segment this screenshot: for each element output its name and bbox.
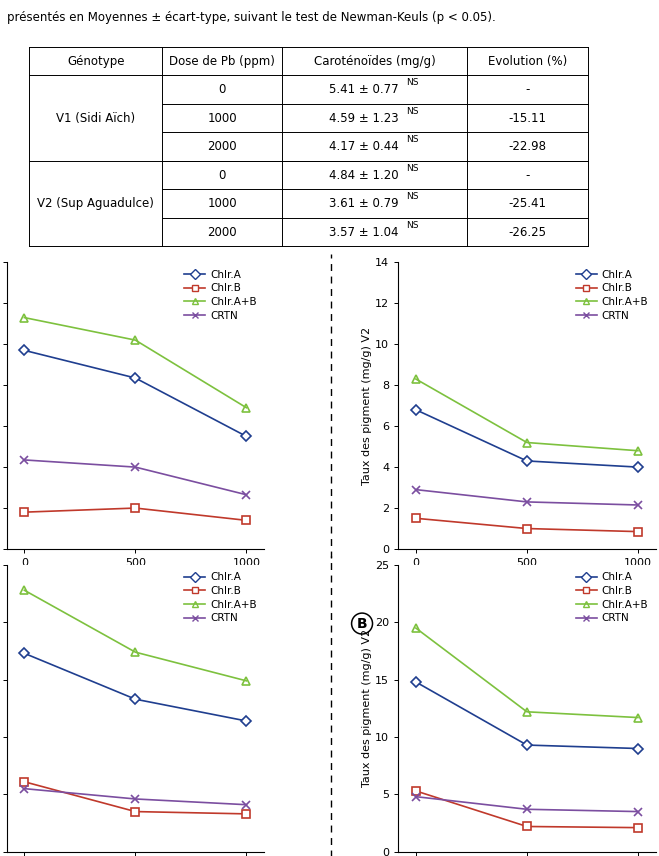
Legend: Chlr.A, Chlr.B, Chlr.A+B, CRTN: Chlr.A, Chlr.B, Chlr.A+B, CRTN <box>182 268 259 323</box>
Text: 2000: 2000 <box>208 226 237 239</box>
Text: Génotype: Génotype <box>67 55 125 68</box>
Text: Caroténoïdes (mg/g): Caroténoïdes (mg/g) <box>314 55 436 68</box>
Text: Evolution (%): Evolution (%) <box>488 55 567 68</box>
X-axis label: Pb(ppm): Pb(ppm) <box>109 569 162 582</box>
Text: 3.57 ± 1.04: 3.57 ± 1.04 <box>329 226 399 239</box>
Text: -: - <box>525 169 530 181</box>
Text: 2000: 2000 <box>208 140 237 153</box>
Y-axis label: Taux des pigment (mg/g) V2: Taux des pigment (mg/g) V2 <box>362 327 372 484</box>
Text: 1000: 1000 <box>208 111 237 125</box>
Text: -25.41: -25.41 <box>509 197 546 210</box>
Text: 1000: 1000 <box>208 197 237 210</box>
Text: 4.84 ± 1.20: 4.84 ± 1.20 <box>329 169 399 181</box>
X-axis label: Pb(ppm): Pb(ppm) <box>500 569 554 582</box>
Text: présentés en Moyennes ± écart-type, suivant le test de Newman-Keuls (p < 0.05).: présentés en Moyennes ± écart-type, suiv… <box>7 11 496 24</box>
Text: NS: NS <box>406 107 418 116</box>
Legend: Chlr.A, Chlr.B, Chlr.A+B, CRTN: Chlr.A, Chlr.B, Chlr.A+B, CRTN <box>574 268 650 323</box>
Text: V2 (Sup Aguadulce): V2 (Sup Aguadulce) <box>38 197 154 210</box>
Y-axis label: Taux des pigment (mg/g) V2: Taux des pigment (mg/g) V2 <box>362 629 372 788</box>
Text: NS: NS <box>406 78 418 87</box>
Text: NS: NS <box>406 135 418 144</box>
Text: 0: 0 <box>219 169 226 181</box>
Text: 5.41 ± 0.77: 5.41 ± 0.77 <box>329 83 399 96</box>
Legend: Chlr.A, Chlr.B, Chlr.A+B, CRTN: Chlr.A, Chlr.B, Chlr.A+B, CRTN <box>182 570 259 626</box>
Text: -22.98: -22.98 <box>509 140 546 153</box>
Text: B: B <box>357 616 367 631</box>
Text: NS: NS <box>406 163 418 173</box>
Text: 0: 0 <box>219 83 226 96</box>
Text: NS: NS <box>406 221 418 229</box>
Text: -26.25: -26.25 <box>509 226 546 239</box>
Text: NS: NS <box>406 193 418 201</box>
Text: Dose de Pb (ppm): Dose de Pb (ppm) <box>169 55 275 68</box>
Text: 4.17 ± 0.44: 4.17 ± 0.44 <box>329 140 399 153</box>
Text: 4.59 ± 1.23: 4.59 ± 1.23 <box>329 111 399 125</box>
Text: -15.11: -15.11 <box>509 111 546 125</box>
Text: V1 (Sidi Aïch): V1 (Sidi Aïch) <box>56 111 135 125</box>
Text: -: - <box>525 83 530 96</box>
Legend: Chlr.A, Chlr.B, Chlr.A+B, CRTN: Chlr.A, Chlr.B, Chlr.A+B, CRTN <box>574 570 650 626</box>
Text: 3.61 ± 0.79: 3.61 ± 0.79 <box>329 197 399 210</box>
